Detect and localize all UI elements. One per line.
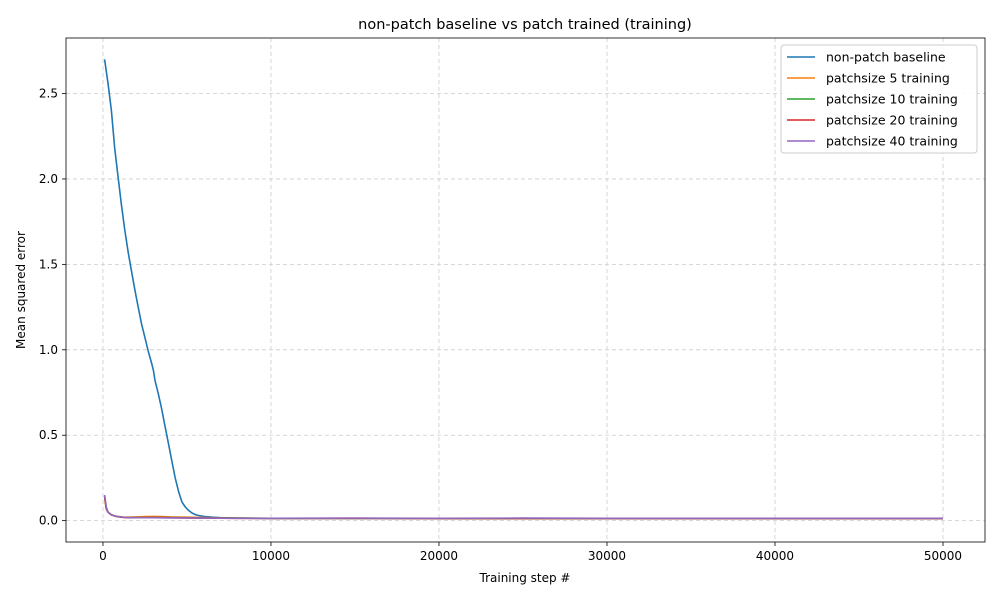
legend: non-patch baseline patchsize 5 training pa… [780,44,978,154]
x-tick-label: 20000 [420,549,458,563]
y-tick-label: 0.5 [39,428,58,442]
x-tick-label: 50000 [924,549,962,563]
series-line-3 [103,495,943,520]
y-tick-label: 1.0 [39,343,58,357]
series-lines [103,59,943,520]
y-tick-label: 0.0 [39,514,58,528]
series-line-2 [103,496,943,520]
y-tick-label: 2.5 [39,87,58,101]
chart-title: non-patch baseline vs patch trained (tra… [358,17,692,33]
x-tick-label: 30000 [588,549,626,563]
x-tick-label: 10000 [252,549,290,563]
legend-box [780,44,978,154]
y-axis-label: Mean squared error [14,231,28,349]
series-line-1 [103,498,943,520]
series-line-4 [103,494,943,520]
x-axis-label: Training step # [479,571,571,585]
x-tick-label: 40000 [756,549,794,563]
y-tick-label: 1.5 [39,257,58,271]
x-axis-ticks: 0 10000 20000 30000 40000 50000 [99,542,962,563]
legend-entry: patchsize 40 training [826,134,958,149]
legend-entry: patchsize 5 training [826,71,950,86]
plot-frame [65,37,986,543]
legend-entry: patchsize 20 training [826,113,958,128]
y-axis-ticks: 0.0 0.5 1.0 1.5 2.0 2.5 [39,87,66,528]
y-tick-label: 2.0 [39,172,58,186]
legend-entry: non-patch baseline [826,50,946,65]
x-tick-label: 0 [99,549,107,563]
legend-entry: patchsize 10 training [826,92,958,107]
